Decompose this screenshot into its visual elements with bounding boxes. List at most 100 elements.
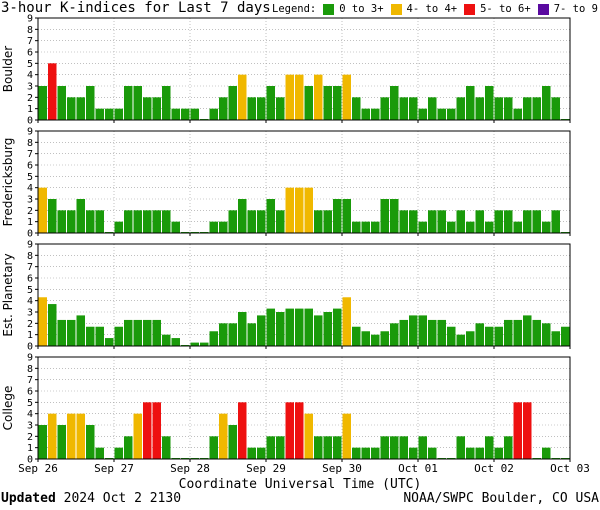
k-index-bar xyxy=(390,86,399,120)
k-index-bar xyxy=(532,319,541,346)
k-index-bar xyxy=(266,199,275,233)
k-index-bar xyxy=(428,97,437,120)
k-index-bar xyxy=(257,97,266,120)
k-index-bar xyxy=(456,97,465,120)
k-index-bar xyxy=(38,297,47,346)
k-index-bar xyxy=(361,331,370,346)
k-index-bar xyxy=(475,323,484,346)
k-index-bar xyxy=(105,338,114,346)
k-index-bar xyxy=(466,86,475,120)
panel-label: College xyxy=(1,386,15,431)
k-index-bar xyxy=(95,108,104,120)
k-index-bar xyxy=(152,210,161,233)
y-tick-label: 4 xyxy=(27,296,33,307)
k-index-bar xyxy=(513,221,522,233)
k-index-bar xyxy=(504,319,513,346)
y-tick-label: 2 xyxy=(27,206,33,217)
k-index-bar xyxy=(86,86,95,120)
k-index-bar xyxy=(342,74,351,120)
k-index-bar xyxy=(380,436,389,459)
k-index-bar xyxy=(67,97,76,120)
k-index-bar xyxy=(551,210,560,233)
k-index-bar xyxy=(200,342,209,346)
y-tick-label: 8 xyxy=(27,138,33,149)
k-index-bar xyxy=(67,210,76,233)
k-index-bar xyxy=(105,108,114,120)
k-index-bar xyxy=(133,86,142,120)
k-index-bar xyxy=(390,436,399,459)
k-index-bar xyxy=(513,402,522,459)
k-index-bar xyxy=(466,447,475,459)
k-index-bar xyxy=(133,413,142,459)
k-index-bar xyxy=(409,210,418,233)
k-index-bar xyxy=(504,210,513,233)
k-index-bar xyxy=(380,97,389,120)
y-tick-label: 8 xyxy=(27,364,33,375)
k-index-bar xyxy=(209,221,218,233)
k-index-bar xyxy=(57,86,66,120)
k-index-bar xyxy=(399,436,408,459)
k-index-bar xyxy=(190,342,199,346)
panel-border xyxy=(37,17,571,121)
k-index-bar xyxy=(247,97,256,120)
k-index-bar xyxy=(485,221,494,233)
k-index-bar xyxy=(333,86,342,120)
y-tick-label: 5 xyxy=(27,398,33,409)
k-index-bar xyxy=(67,319,76,346)
k-index-bar xyxy=(304,413,313,459)
k-index-bar xyxy=(76,413,85,459)
y-tick-label: 4 xyxy=(27,183,33,194)
y-tick-label: 2 xyxy=(27,319,33,330)
k-index-bar xyxy=(219,323,228,346)
k-index-bar xyxy=(228,86,237,120)
k-index-bar xyxy=(323,210,332,233)
k-index-bar xyxy=(57,210,66,233)
panel-label: Est. Planetary xyxy=(1,253,15,336)
k-index-bar xyxy=(485,436,494,459)
k-index-bar xyxy=(76,97,85,120)
k-index-bar xyxy=(276,436,285,459)
y-tick-label: 1 xyxy=(27,330,33,341)
legend-swatch-quiet xyxy=(323,3,335,15)
k-index-bar xyxy=(371,108,380,120)
k-index-bar xyxy=(133,319,142,346)
y-tick-label: 9 xyxy=(27,353,33,364)
k-index-bar xyxy=(523,210,532,233)
x-tick-label: Oct 02 xyxy=(474,462,514,475)
y-tick-label: 5 xyxy=(27,172,33,183)
k-index-bar xyxy=(371,334,380,346)
k-index-bar xyxy=(257,315,266,346)
k-index-bar xyxy=(323,86,332,120)
k-index-bar xyxy=(361,108,370,120)
k-index-bar xyxy=(561,326,570,346)
y-tick-label: 2 xyxy=(27,93,33,104)
legend-item-severe: 7- to 9 xyxy=(553,3,598,15)
k-index-bar xyxy=(228,323,237,346)
x-tick-label: Sep 28 xyxy=(170,462,210,475)
k-index-bar xyxy=(57,425,66,459)
k-index-bar xyxy=(124,319,133,346)
k-index-bar xyxy=(48,413,57,459)
y-tick-label: 8 xyxy=(27,251,33,262)
k-index-bar xyxy=(114,221,123,233)
k-index-bar xyxy=(219,97,228,120)
k-index-bar xyxy=(162,86,171,120)
k-index-bar xyxy=(276,312,285,346)
k-index-bar xyxy=(513,319,522,346)
k-index-bar xyxy=(409,447,418,459)
k-index-bar xyxy=(266,436,275,459)
x-axis-title: Coordinate Universal Time (UTC) xyxy=(178,477,422,492)
y-tick-label: 3 xyxy=(27,195,33,206)
k-index-bar xyxy=(390,323,399,346)
y-tick-label: 7 xyxy=(27,262,33,273)
k-index-bar xyxy=(228,425,237,459)
k-index-bar xyxy=(466,221,475,233)
k-index-bar xyxy=(475,210,484,233)
k-index-bar xyxy=(114,108,123,120)
k-index-bar xyxy=(466,331,475,346)
legend-swatch-active xyxy=(390,3,402,15)
y-tick-label: 5 xyxy=(27,285,33,296)
k-index-bar xyxy=(143,210,152,233)
k-index-bar xyxy=(76,199,85,233)
k-index-bar xyxy=(266,86,275,120)
